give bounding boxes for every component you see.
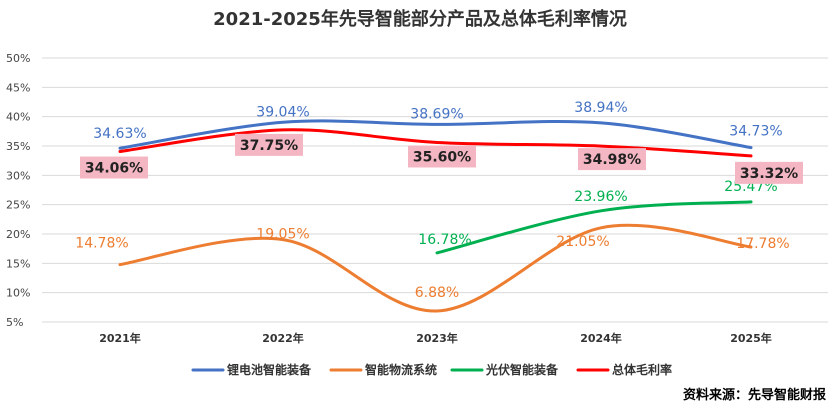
y-tick-label: 40% bbox=[6, 111, 30, 124]
series-line-3 bbox=[118, 128, 753, 158]
data-label: 37.75% bbox=[240, 138, 298, 154]
y-tick-label: 30% bbox=[6, 169, 30, 182]
y-tick-label: 50% bbox=[6, 52, 30, 65]
y-tick-label: 5% bbox=[6, 316, 23, 329]
legend-label: 智能物流系统 bbox=[364, 362, 437, 377]
y-tick-label: 25% bbox=[6, 199, 30, 212]
data-label: 39.04% bbox=[256, 104, 309, 120]
source-note: 资料来源：先导智能财报 bbox=[683, 387, 827, 403]
y-tick-label: 15% bbox=[6, 257, 30, 270]
gridlines bbox=[42, 57, 828, 323]
data-label: 14.78% bbox=[75, 236, 128, 252]
x-tick-label: 2022年 bbox=[262, 331, 304, 345]
data-label: 34.63% bbox=[93, 126, 146, 142]
data-label: 16.78% bbox=[418, 232, 471, 248]
legend-label: 光伏智能装备 bbox=[485, 362, 559, 377]
chart-title: 2021-2025年先导智能部分产品及总体毛利率情况 bbox=[213, 8, 627, 30]
data-label-box bbox=[735, 161, 803, 184]
data-label: 21.05% bbox=[556, 234, 609, 250]
legend: 锂电池智能装备 智能物流系统 光伏智能装备 总体毛利率 bbox=[191, 362, 672, 377]
y-tick-label: 10% bbox=[6, 287, 30, 300]
data-label-box bbox=[235, 133, 303, 156]
data-label: 19.05% bbox=[256, 227, 309, 243]
data-label: 38.94% bbox=[574, 100, 627, 116]
y-tick-label: 45% bbox=[6, 81, 30, 94]
x-tick-label: 2021年 bbox=[99, 331, 141, 345]
series-line-0 bbox=[118, 119, 753, 150]
legend-label: 总体毛利率 bbox=[612, 362, 672, 377]
legend-label: 锂电池智能装备 bbox=[227, 362, 312, 377]
data-label: 38.69% bbox=[410, 106, 463, 122]
x-tick-label: 2023年 bbox=[416, 331, 458, 345]
y-tick-label: 35% bbox=[6, 140, 30, 153]
data-label: 34.98% bbox=[583, 152, 641, 168]
series-line-2 bbox=[435, 200, 753, 255]
x-tick-label: 2025年 bbox=[730, 331, 772, 345]
data-label-box bbox=[578, 148, 646, 171]
data-label: 33.32% bbox=[740, 166, 798, 182]
series-line-1 bbox=[118, 223, 753, 313]
y-tick-label: 20% bbox=[6, 228, 30, 241]
data-label-box bbox=[80, 156, 148, 179]
data-label: 6.88% bbox=[415, 285, 459, 301]
data-label: 35.60% bbox=[413, 149, 471, 165]
data-label-box bbox=[408, 145, 476, 168]
data-label: 17.78% bbox=[736, 236, 789, 252]
data-label: 34.73% bbox=[729, 124, 782, 140]
data-label: 23.96% bbox=[574, 189, 627, 205]
data-label: 34.06% bbox=[85, 161, 143, 177]
x-tick-label: 2024年 bbox=[580, 331, 622, 345]
